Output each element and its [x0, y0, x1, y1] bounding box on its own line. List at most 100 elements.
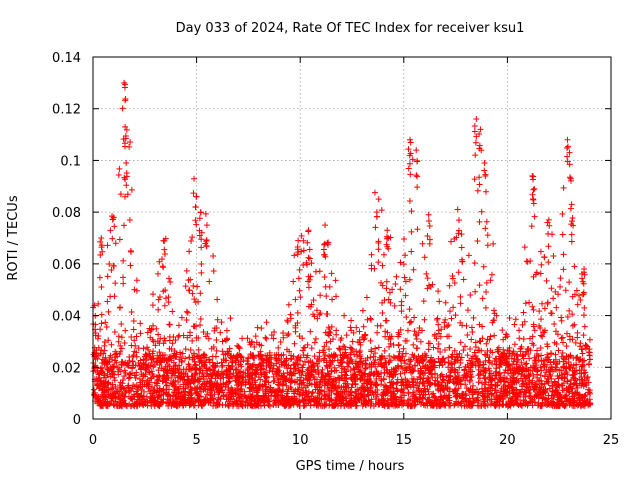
data-point — [270, 378, 277, 385]
data-point — [383, 278, 390, 285]
data-point — [295, 399, 302, 406]
data-point — [435, 321, 442, 328]
data-point — [295, 248, 302, 255]
data-point — [518, 383, 525, 390]
data-point — [575, 356, 582, 363]
data-point — [581, 304, 588, 311]
data-point — [454, 357, 461, 364]
data-point — [487, 333, 494, 340]
data-point — [416, 373, 423, 380]
data-point — [511, 377, 518, 384]
data-point — [391, 302, 398, 309]
data-point — [149, 302, 156, 309]
data-point — [476, 181, 483, 188]
data-point — [140, 364, 147, 371]
data-point — [473, 116, 480, 123]
data-point — [500, 336, 507, 343]
data-point — [467, 345, 474, 352]
data-point — [411, 362, 418, 369]
data-point — [239, 402, 246, 409]
data-point — [379, 391, 386, 398]
data-point — [163, 386, 170, 393]
data-point — [419, 395, 426, 402]
data-point — [562, 287, 569, 294]
data-point — [481, 385, 488, 392]
data-point — [478, 380, 485, 387]
data-point — [569, 336, 576, 343]
data-point — [538, 377, 545, 384]
x-tick-label: 5 — [192, 433, 200, 448]
data-point — [102, 319, 109, 326]
data-point — [137, 320, 144, 327]
data-point — [355, 363, 362, 370]
data-point — [474, 187, 481, 194]
data-point — [294, 243, 301, 250]
data-point — [322, 283, 329, 290]
data-point — [460, 347, 467, 354]
data-point — [437, 348, 444, 355]
data-point — [150, 338, 157, 345]
data-point — [309, 390, 316, 397]
data-point — [514, 356, 521, 363]
data-point — [316, 379, 323, 386]
data-point — [108, 395, 115, 402]
data-point — [552, 388, 559, 395]
data-point — [476, 337, 483, 344]
data-point — [580, 312, 587, 319]
data-point — [406, 276, 413, 283]
data-point — [253, 384, 260, 391]
data-point — [419, 379, 426, 386]
data-point — [129, 365, 136, 372]
data-point — [97, 365, 104, 372]
data-point — [248, 385, 255, 392]
data-point — [558, 335, 565, 342]
data-point — [529, 367, 536, 374]
data-point — [391, 393, 398, 400]
data-point — [362, 365, 369, 372]
data-point — [502, 401, 509, 408]
data-point — [323, 293, 330, 300]
data-point — [416, 396, 423, 403]
data-point — [184, 397, 191, 404]
data-point — [167, 380, 174, 387]
data-point — [197, 386, 204, 393]
data-point — [371, 189, 378, 196]
data-point — [472, 152, 479, 159]
data-point — [451, 369, 458, 376]
data-point — [464, 332, 471, 339]
data-point — [389, 374, 396, 381]
data-point — [131, 286, 138, 293]
data-point — [475, 379, 482, 386]
data-point — [307, 371, 314, 378]
data-point — [153, 382, 160, 389]
data-point — [313, 376, 320, 383]
data-point — [305, 254, 312, 261]
data-point — [456, 350, 463, 357]
data-point — [357, 353, 364, 360]
data-point — [160, 288, 167, 295]
data-point — [190, 399, 197, 406]
data-point — [350, 329, 357, 336]
data-point — [272, 393, 279, 400]
data-point — [95, 300, 102, 307]
data-point — [327, 396, 334, 403]
data-point — [445, 354, 452, 361]
data-point — [144, 329, 151, 336]
data-point — [533, 387, 540, 394]
data-point — [415, 368, 422, 375]
data-point — [291, 340, 298, 347]
data-point — [333, 327, 340, 334]
data-point — [440, 376, 447, 383]
data-point — [520, 309, 527, 316]
data-point — [566, 161, 573, 168]
data-point — [489, 375, 496, 382]
data-point — [118, 334, 125, 341]
data-point — [379, 299, 386, 306]
data-point — [488, 400, 495, 407]
data-point — [130, 317, 137, 324]
data-point — [133, 372, 140, 379]
data-point — [323, 400, 330, 407]
data-point — [576, 370, 583, 377]
data-point — [566, 333, 573, 340]
data-point — [291, 398, 298, 405]
